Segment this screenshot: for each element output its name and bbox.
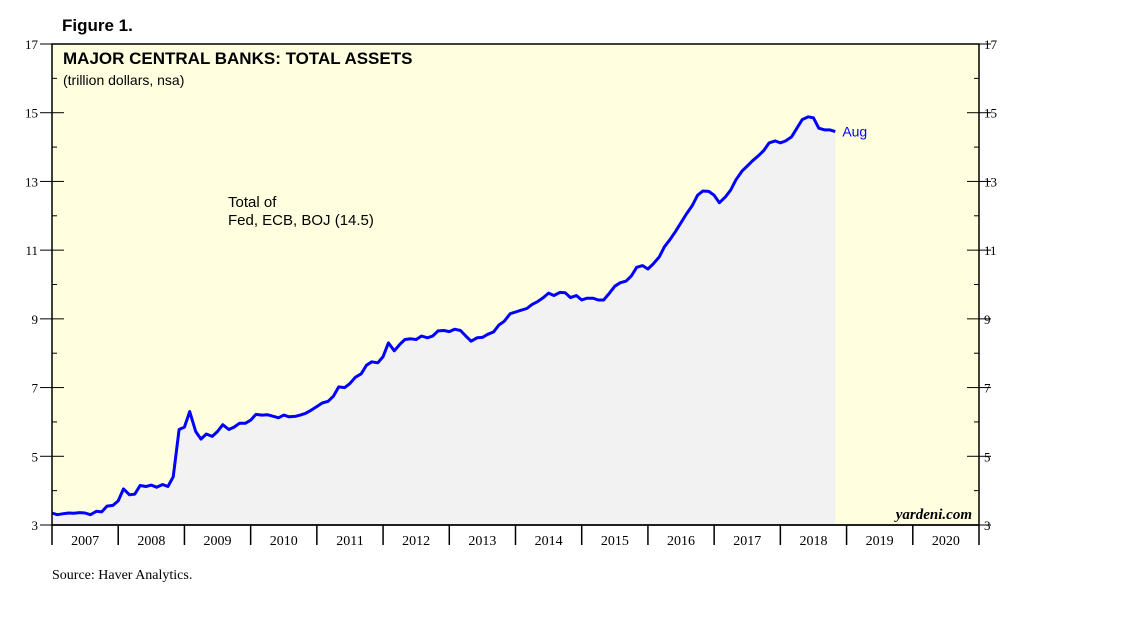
x-tick-label: 2009 [204,534,232,549]
y-axis-left: 3 5 7 9 11 13 15 17 [25,37,64,533]
x-tick-label: 2017 [733,534,761,549]
x-tick-label: 2016 [667,534,695,549]
y-tick-label-right: 15 [984,106,997,121]
source-note: Source: Haver Analytics. [52,568,192,583]
x-tick-label: 2018 [799,534,827,549]
x-tick-label: 2011 [336,534,363,549]
y-tick-label-right: 17 [984,37,998,52]
y-tick-label-left: 3 [32,518,39,533]
x-tick-label: 2014 [535,534,563,549]
y-tick-label-left: 5 [32,449,39,464]
y-tick-label-right: 7 [984,381,991,396]
series-line [51,115,836,517]
y-tick-label-left: 11 [25,243,38,258]
x-tick-label: 2007 [71,534,99,549]
y-tick-label-right: 5 [984,449,991,464]
chart-title: MAJOR CENTRAL BANKS: TOTAL ASSETS [63,49,412,68]
y-tick-label-right: 3 [984,518,991,533]
x-tick-label: 2012 [402,534,430,549]
end-label: Aug [842,124,867,140]
x-axis: 2007 2008 2009 2010 2011 2012 2013 2014 2015 2016… [51,524,980,549]
x-tick-label: 2013 [468,534,496,549]
annotation-line-1: Total of [228,194,277,211]
y-tick-label-left: 9 [32,312,39,327]
x-tick-label: 2010 [270,534,298,549]
annotation-line-2: Fed, ECB, BOJ (14.5) [228,212,374,229]
x-tick-label: 2019 [866,534,894,549]
y-tick-label-left: 7 [32,381,39,396]
watermark: yardeni.com [894,507,972,523]
y-tick-label-right: 9 [984,312,991,327]
y-axis-right: 3 5 7 9 11 13 15 17 [967,37,998,533]
y-tick-label-right: 13 [984,174,997,189]
y-tick-label-right: 11 [984,243,997,258]
x-tick-label: 2015 [601,534,629,549]
y-tick-label-left: 17 [25,37,39,52]
x-tick-label: 2008 [137,534,165,549]
chart-subtitle: (trillion dollars, nsa) [63,72,184,88]
x-tick-label: 2020 [932,534,960,549]
y-tick-label-left: 13 [25,174,38,189]
y-tick-label-left: 15 [25,106,38,121]
figure-label: Figure 1. [62,16,133,35]
